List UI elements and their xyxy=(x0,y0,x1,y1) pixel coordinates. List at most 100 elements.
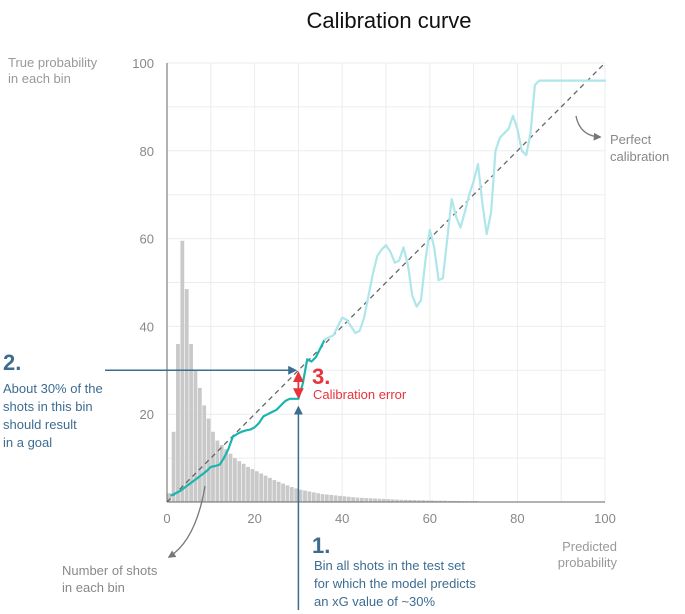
histogram-bar xyxy=(189,343,193,502)
annotation-1-number: 1. xyxy=(312,533,330,558)
histogram-bar xyxy=(167,493,172,502)
histogram-bar xyxy=(324,494,329,502)
histogram-bar xyxy=(416,500,421,502)
x-tick-label: 60 xyxy=(423,511,437,526)
shots-per-bin-label-line-1: Number of shots xyxy=(62,563,158,578)
annotation-2-line-2: shots in this bin xyxy=(3,399,93,414)
histogram-bar xyxy=(281,483,285,502)
histogram-bar xyxy=(171,431,176,502)
annotation-1-line-2: for which the model predicts xyxy=(314,576,476,591)
histogram-bar xyxy=(233,458,237,502)
y-axis-label-line-2: in each bin xyxy=(8,71,71,86)
y-tick-label: 40 xyxy=(140,319,154,334)
histogram-bar xyxy=(434,500,439,502)
histogram-bar xyxy=(373,498,377,502)
annotation-2-line-1: About 30% of the xyxy=(3,381,103,396)
perfect-calibration-label-line-1: Perfect xyxy=(610,132,652,147)
histogram-bar xyxy=(176,343,180,502)
histogram-bar xyxy=(355,497,360,502)
histogram-bar xyxy=(443,500,448,502)
histogram-bar xyxy=(228,453,233,502)
tick-labels: 0 20 40 60 80 100 20 40 60 80 100 xyxy=(132,56,616,526)
histogram-bar xyxy=(430,500,434,502)
x-axis-label-line-2: probability xyxy=(558,555,618,570)
annotation-3-line-1: Calibration error xyxy=(313,387,407,402)
y-tick-label: 100 xyxy=(132,56,154,71)
histogram-bar xyxy=(338,495,342,502)
histogram-bar xyxy=(412,500,417,502)
histogram-bar xyxy=(390,499,395,502)
shots-per-bin-arrow xyxy=(167,485,206,558)
histogram-bar xyxy=(342,496,347,502)
histogram-bar xyxy=(395,499,399,502)
histogram-bar xyxy=(452,500,456,502)
histogram-bar xyxy=(197,387,202,502)
histogram-bar xyxy=(259,473,264,502)
histogram-bar xyxy=(386,499,391,502)
histogram-bar xyxy=(408,500,412,502)
histogram-bar xyxy=(298,489,303,502)
chart-title: Calibration curve xyxy=(306,8,471,33)
histogram-bar xyxy=(241,463,246,502)
histogram-bar xyxy=(303,490,307,502)
histogram-bar xyxy=(346,496,351,502)
histogram-bar xyxy=(399,499,404,502)
annotation-arrows xyxy=(105,115,602,610)
histogram-bar xyxy=(254,471,259,502)
histogram-bar xyxy=(180,240,185,503)
x-tick-label: 100 xyxy=(594,511,616,526)
histogram-bar xyxy=(250,469,255,502)
histogram-bar xyxy=(320,494,325,502)
x-axis-label-line-1: Predicted xyxy=(562,539,617,554)
y-tick-label: 20 xyxy=(140,407,154,422)
histogram-bar xyxy=(294,488,299,502)
histogram-bar xyxy=(364,498,369,502)
histogram-bar xyxy=(268,477,272,502)
histogram-bar xyxy=(193,370,198,502)
histogram-bar xyxy=(184,289,189,502)
histogram-bar xyxy=(351,497,356,502)
annotation-3-number: 3. xyxy=(312,364,330,389)
histogram-bar xyxy=(403,499,408,502)
annotation-1-line-3: an xG value of ~30% xyxy=(314,594,435,609)
perfect-calibration-label: Perfect calibration xyxy=(610,132,669,164)
perfect-calibration-arrow xyxy=(575,115,602,141)
y-axis-label: True probability in each bin xyxy=(8,55,98,86)
histogram-bar xyxy=(219,444,224,502)
histogram-bar xyxy=(438,500,443,502)
histogram-bar xyxy=(381,498,386,502)
annotation-2-number: 2. xyxy=(3,350,21,375)
shots-per-bin-label-line-2: in each bin xyxy=(62,580,125,595)
calibration-curve-light xyxy=(323,79,607,341)
x-tick-label: 0 xyxy=(163,511,170,526)
histogram-bar xyxy=(202,405,207,502)
y-axis-label-line-1: True probability xyxy=(8,55,98,70)
histogram-bar xyxy=(311,492,316,502)
axes xyxy=(166,63,605,503)
histogram-bar xyxy=(272,480,277,502)
perfect-calibration-diagonal xyxy=(166,62,606,503)
histogram-bar xyxy=(360,497,364,502)
histogram-bar xyxy=(215,440,220,502)
annotation-1-line-1: Bin all shots in the test set xyxy=(314,558,465,573)
histogram-bar xyxy=(276,481,281,502)
annotation-2-line-3: should result xyxy=(3,417,77,432)
histogram-bar xyxy=(237,461,242,502)
histogram-bar xyxy=(368,498,373,502)
annotation-3: 3. Calibration error xyxy=(312,364,407,402)
x-axis-label: Predicted probability xyxy=(558,539,618,570)
annotation-2: 2. About 30% of the shots in this bin sh… xyxy=(3,350,103,450)
histogram-bar xyxy=(447,500,452,502)
histogram-bar xyxy=(377,498,382,502)
perfect-calibration-line xyxy=(166,62,606,503)
histogram-bar xyxy=(425,500,430,502)
histogram-bar xyxy=(224,449,229,502)
x-tick-label: 80 xyxy=(510,511,524,526)
y-tick-label: 80 xyxy=(140,144,154,159)
histogram-bar xyxy=(456,500,461,502)
histogram-bar xyxy=(421,500,426,502)
histogram-bar xyxy=(329,494,334,502)
histogram-bar xyxy=(307,491,312,502)
histogram-bar xyxy=(285,485,290,502)
